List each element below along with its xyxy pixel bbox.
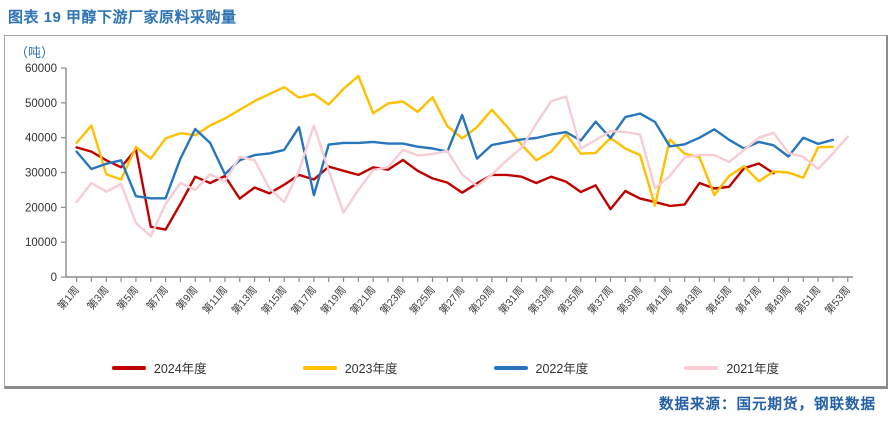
legend-item-2024年度: 2024年度	[111, 358, 207, 377]
figure-caption: 图表 19 甲醇下游厂家原料采购量	[8, 9, 237, 26]
x-tick-label: 第23周	[377, 284, 408, 317]
legend-item-2023年度: 2023年度	[302, 358, 398, 377]
x-tick-label: 第15周	[259, 284, 290, 317]
y-tick-label: 60000	[25, 63, 57, 75]
chart-frame: （吨） 0 10000 20000 30000 40000 50000 60000 第1周 第3…	[4, 35, 888, 389]
legend-swatch	[302, 365, 337, 370]
x-tick-label: 第49周	[763, 284, 794, 317]
data-source-note: 数据来源：国元期货，钢联数据	[659, 397, 876, 413]
x-tick-label: 第9周	[173, 284, 200, 313]
y-tick-label: 40000	[25, 133, 57, 145]
x-tick-label: 第29周	[466, 284, 497, 317]
x-tick-label: 第7周	[144, 284, 171, 313]
x-tick-label: 第47周	[733, 284, 764, 317]
legend-swatch	[493, 365, 528, 370]
x-tick-label: 第11周	[200, 284, 230, 317]
x-tick-label: 第17周	[288, 284, 319, 317]
legend-label: 2023年度	[344, 362, 398, 376]
y-tick-label: 20000	[25, 202, 57, 214]
y-tick-label: 30000	[25, 168, 57, 180]
legend-label: 2024年度	[153, 362, 207, 376]
y-tick-label: 0	[51, 272, 57, 284]
x-tick-label: 第19周	[318, 284, 349, 317]
x-tick-label: 第45周	[703, 284, 734, 317]
legend-item-2021年度: 2021年度	[684, 358, 779, 377]
chart-legend: 2024年度 2023年度 2022年度 2021年度	[5, 358, 886, 377]
x-tick-label: 第5周	[114, 284, 141, 313]
line-chart-canvas: 0 10000 20000 30000 40000 50000 60000 第1周 第3周 第5周…	[25, 63, 853, 317]
x-tick-label: 第33周	[525, 284, 556, 317]
x-tick-label: 第31周	[496, 284, 527, 317]
x-tick-label: 第37周	[585, 284, 616, 317]
legend-item-2022年度: 2022年度	[493, 358, 589, 377]
x-tick-label: 第1周	[55, 284, 82, 313]
x-tick-label: 第41周	[644, 284, 675, 317]
legend-label: 2022年度	[535, 362, 589, 376]
x-tick-label: 第43周	[674, 284, 705, 317]
series-line-2021年度	[75, 95, 849, 238]
x-tick-label: 第35周	[555, 284, 586, 317]
x-tick-label: 第13周	[229, 284, 260, 317]
y-tick-label: 10000	[25, 237, 57, 249]
x-tick-label: 第25周	[407, 284, 438, 317]
x-tick-label: 第39周	[614, 284, 645, 317]
x-tick-label: 第51周	[792, 284, 823, 317]
legend-label: 2021年度	[726, 362, 780, 376]
series-line-2024年度	[75, 146, 775, 231]
y-axis-unit-label: （吨）	[15, 45, 55, 60]
y-tick-label: 50000	[25, 98, 57, 110]
x-tick-label: 第3周	[84, 284, 111, 313]
series-line-2022年度	[75, 112, 835, 200]
x-tick-label: 第27周	[437, 284, 468, 317]
legend-swatch	[684, 365, 719, 370]
legend-swatch	[111, 365, 146, 370]
x-tick-label: 第21周	[348, 284, 379, 317]
x-tick-label: 第53周	[822, 284, 853, 317]
